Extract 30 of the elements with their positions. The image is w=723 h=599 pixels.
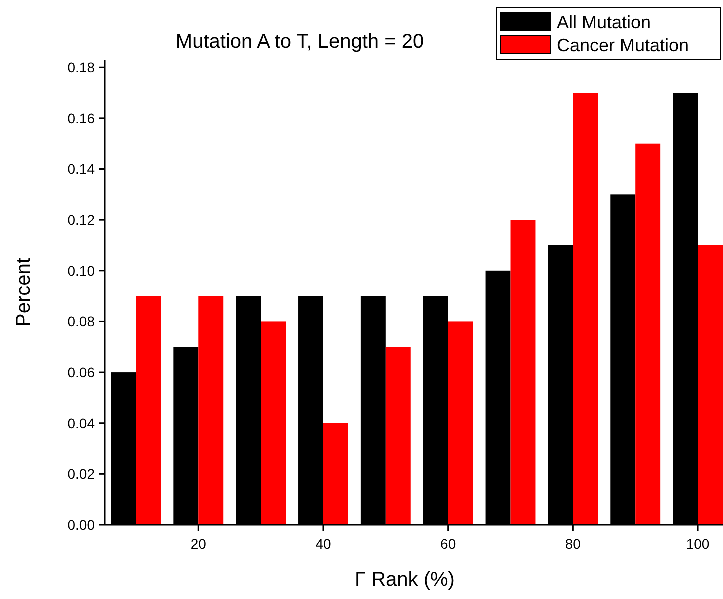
y-tick-label: 0.16 [68,110,96,126]
bar [573,93,598,525]
bar [386,347,411,525]
y-tick-label: 0.06 [68,364,96,380]
y-tick-label: 0.00 [68,516,96,533]
legend-label: Cancer Mutation [557,35,690,56]
legend-label: All Mutation [557,12,652,32]
y-tick-label: 0.08 [68,314,96,330]
y-tick-label: 0.14 [68,161,96,178]
bar [636,144,661,525]
bar [198,296,224,525]
y-tick-label: 0.18 [68,60,96,76]
bar [698,245,723,525]
y-tick-label: 0.12 [68,212,96,228]
chart-title: Mutation A to T, Length = 20 [176,31,424,53]
x-tick-label: 80 [565,536,582,552]
y-axis-title: Percent [13,258,35,327]
x-tick-label: 100 [686,536,710,552]
bar [136,296,162,525]
bar [261,322,286,525]
bar [323,423,348,525]
y-tick-label: 0.04 [68,415,96,432]
x-tick-label: 60 [440,536,456,552]
x-tick-label: 20 [190,536,207,552]
bar [510,220,536,525]
x-axis-title: Γ Rank (%) [355,569,455,591]
x-tick-label: 40 [316,536,332,552]
y-tick-label: 0.10 [68,262,96,279]
y-tick-label: 0.02 [68,466,96,482]
bar [448,322,474,525]
